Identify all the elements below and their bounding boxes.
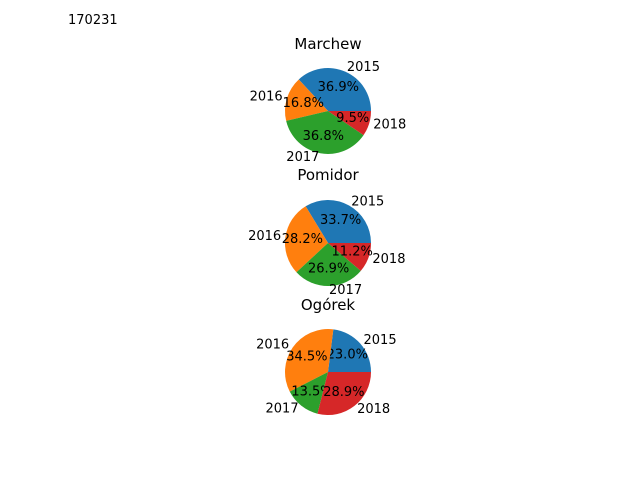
pie-slice-2017 [296, 243, 361, 287]
pie-0: Marchew 2015 36.9% 2016 16.8% 2017 36.8% 2018 9.… [250, 35, 407, 165]
pie-slice-2018 [328, 243, 371, 271]
pie-title: Marchew [294, 35, 361, 53]
slice-label: 2016 [248, 229, 281, 244]
slice-percent-label: 36.8% [303, 129, 344, 144]
pie-title: Pomidor [297, 166, 359, 184]
pie-slice-2018 [317, 372, 371, 416]
slice-label: 2016 [256, 337, 289, 352]
slice-label: 2018 [372, 252, 405, 267]
pie-slice-2017 [286, 111, 364, 154]
pie-1: Pomidor 2015 33.7% 2016 28.2% 2017 26.9% 201811… [248, 166, 405, 298]
pie-slice-2016 [285, 79, 328, 121]
slice-label: 2017 [266, 402, 299, 417]
slice-percent-label: 36.9% [318, 80, 359, 95]
slice-label: 2015 [347, 60, 380, 75]
slice-label: 2015 [351, 194, 384, 209]
slice-percent-label: 34.5% [286, 350, 327, 365]
slice-label: 2017 [329, 283, 362, 298]
pie-2: Ogórek201523.0%201634.5%201713.5%201828.… [256, 296, 396, 417]
slice-percent-label: 16.8% [283, 96, 324, 111]
slice-percent-label: 28.2% [282, 232, 323, 247]
slice-label: 2015 [364, 333, 397, 348]
pie-slice-2015 [328, 329, 371, 372]
slice-percent-label: 28.9% [323, 385, 364, 400]
pie-title: Ogórek [301, 296, 356, 314]
pie-slice-2018 [328, 111, 371, 136]
slice-percent-label: 23.0% [327, 347, 368, 362]
slice-percent-label: 26.9% [308, 261, 349, 276]
pie-slice-2015 [305, 200, 371, 243]
slice-percent-label: 33.7% [320, 213, 361, 228]
slice-label: 2017 [286, 150, 319, 165]
pie-slice-2016 [285, 206, 328, 273]
pie-slice-2015 [298, 67, 371, 111]
slice-label: 2018 [373, 117, 406, 132]
slice-label: 2016 [250, 90, 283, 105]
pie-slice-2016 [285, 328, 334, 392]
slice-percent-label: 11.2% [332, 244, 373, 259]
figure-id-label: 170231 [68, 13, 118, 28]
pie-slice-2017 [289, 372, 328, 414]
slice-percent-label: 9.5% [336, 111, 369, 126]
slice-label: 2018 [357, 402, 390, 417]
